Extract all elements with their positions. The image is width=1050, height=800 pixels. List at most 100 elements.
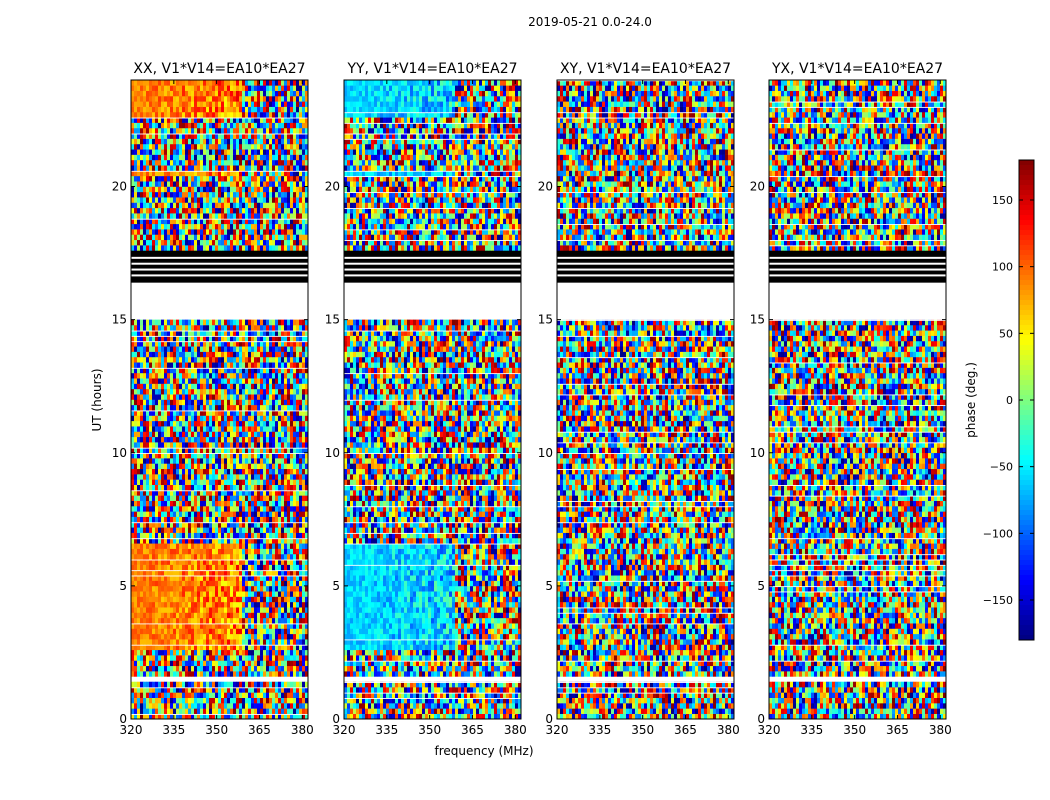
heatmap-cell xyxy=(254,575,258,581)
heatmap-cell xyxy=(254,458,258,464)
heatmap-cell xyxy=(278,655,282,661)
heatmap-cell xyxy=(131,591,135,597)
heatmap-cell xyxy=(173,468,177,475)
heatmap-cell xyxy=(167,596,171,603)
heatmap-cell xyxy=(257,697,261,704)
heatmap-cell xyxy=(233,378,237,384)
heatmap-cell xyxy=(254,697,258,704)
heatmap-cell xyxy=(167,426,171,432)
heatmap-cell xyxy=(245,319,249,326)
heatmap-cell xyxy=(305,553,309,560)
heatmap-cell xyxy=(179,649,183,656)
heatmap-cell xyxy=(170,521,174,528)
heatmap-cell xyxy=(179,665,183,672)
heatmap-cell xyxy=(161,521,165,528)
heatmap-cell xyxy=(227,490,231,496)
heatmap-cell xyxy=(245,229,249,235)
heatmap-cell xyxy=(224,463,228,470)
heatmap-cell xyxy=(251,495,255,501)
heatmap-cell xyxy=(233,713,237,720)
heatmap-cell xyxy=(275,703,279,709)
heatmap-cell xyxy=(209,431,213,438)
heatmap-cell xyxy=(269,495,273,501)
heatmap-cell xyxy=(188,346,192,352)
heatmap-cell xyxy=(233,458,237,464)
heatmap-cell xyxy=(272,644,276,651)
heatmap-cell xyxy=(146,500,150,507)
heatmap-cell xyxy=(236,223,240,230)
heatmap-cell xyxy=(296,442,300,448)
heatmap-cell xyxy=(305,681,309,688)
heatmap-cell xyxy=(173,319,177,326)
heatmap-cell xyxy=(191,665,195,672)
heatmap-cell xyxy=(185,553,189,560)
heatmap-cell xyxy=(293,202,297,209)
heatmap-cell xyxy=(200,639,204,645)
heatmap-cell xyxy=(197,324,201,331)
heatmap-cell xyxy=(137,671,141,677)
heatmap-cell xyxy=(191,335,195,342)
heatmap-cell xyxy=(242,383,246,390)
scan-gap xyxy=(131,335,308,337)
heatmap-cell xyxy=(194,655,198,661)
heatmap-cell xyxy=(143,575,147,581)
heatmap-cell xyxy=(227,623,231,629)
heatmap-cell xyxy=(260,351,264,358)
heatmap-cell xyxy=(152,335,156,342)
heatmap-cell xyxy=(209,585,213,592)
heatmap-cell xyxy=(209,404,213,411)
heatmap-cell xyxy=(296,521,300,528)
heatmap-cell xyxy=(245,415,249,422)
heatmap-cell xyxy=(245,351,249,358)
heatmap-cell xyxy=(248,575,252,581)
heatmap-cell xyxy=(296,713,300,720)
heatmap-cell xyxy=(143,655,147,661)
heatmap-cell xyxy=(278,687,282,693)
heatmap-cell xyxy=(287,537,291,544)
heatmap-cell xyxy=(206,713,210,720)
heatmap-cell xyxy=(203,378,207,384)
heatmap-cell xyxy=(209,537,213,544)
heatmap-cell xyxy=(230,356,234,363)
heatmap-cell xyxy=(221,537,225,544)
heatmap-cell xyxy=(185,404,189,411)
heatmap-cell xyxy=(248,655,252,661)
heatmap-cell xyxy=(221,687,225,693)
heatmap-cell xyxy=(131,452,135,459)
heatmap-cell xyxy=(251,319,255,326)
heatmap-cell xyxy=(290,319,294,326)
heatmap-cell xyxy=(233,335,237,342)
heatmap-cell xyxy=(260,617,264,624)
heatmap-cell xyxy=(179,218,183,225)
heatmap-cell xyxy=(224,367,228,374)
heatmap-cell xyxy=(167,537,171,544)
heatmap-cell xyxy=(227,564,231,571)
heatmap-cell xyxy=(299,362,303,368)
heatmap-cell xyxy=(278,591,282,597)
heatmap-cell xyxy=(284,426,288,432)
heatmap-cell xyxy=(215,474,219,480)
heatmap-cell xyxy=(290,442,294,448)
heatmap-cell xyxy=(140,692,144,698)
heatmap-cell xyxy=(254,713,258,720)
heatmap-cell xyxy=(215,596,219,603)
heatmap-cell xyxy=(278,703,282,709)
heatmap-cell xyxy=(173,362,177,368)
heatmap-cell xyxy=(233,687,237,693)
heatmap-cell xyxy=(230,234,234,241)
heatmap-cell xyxy=(155,601,159,608)
heatmap-cell xyxy=(134,537,138,544)
heatmap-cell xyxy=(161,197,165,203)
heatmap-cell xyxy=(293,660,297,667)
heatmap-cell xyxy=(179,245,183,251)
heatmap-cell xyxy=(203,372,207,379)
heatmap-cell xyxy=(137,356,141,363)
heatmap-cell xyxy=(278,218,282,225)
heatmap-cell xyxy=(176,521,180,528)
heatmap-cell xyxy=(302,479,306,485)
heatmap-cell xyxy=(215,197,219,203)
heatmap-cell xyxy=(263,521,267,528)
heatmap-cell xyxy=(254,324,258,331)
heatmap-cell xyxy=(284,367,288,374)
heatmap-cell xyxy=(158,516,162,523)
